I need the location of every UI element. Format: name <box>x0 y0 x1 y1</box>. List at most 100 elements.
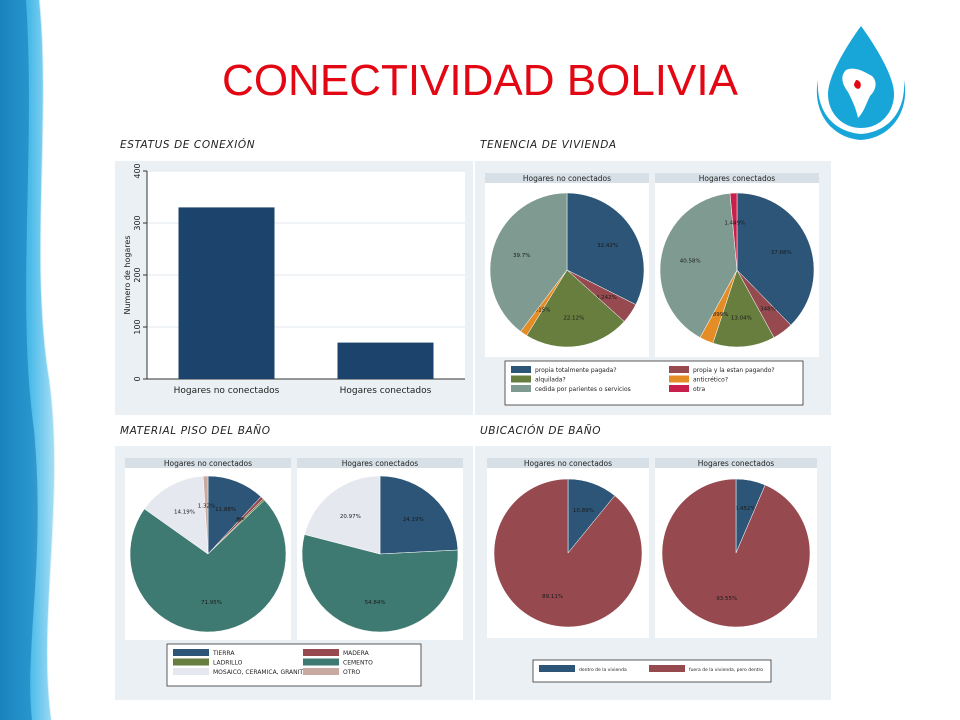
legend-label: LADRILLO <box>213 660 243 667</box>
pie-slice <box>301 534 459 633</box>
pie-title-bar <box>655 458 817 468</box>
legend-box <box>166 643 422 687</box>
section-label-ubicacion: UBICACIÓN DE BAÑO <box>480 425 602 437</box>
slice-label: 32.42% <box>597 243 618 249</box>
pie-title-bar <box>485 173 649 183</box>
legend-swatch <box>511 375 531 383</box>
y-tick-label: 100 <box>133 319 142 334</box>
pie-slice <box>379 475 459 555</box>
y-axis-label: Numero de hogares <box>123 235 132 314</box>
pie-slice <box>144 475 209 555</box>
legend-swatch <box>511 385 531 392</box>
legend-swatch <box>303 649 339 656</box>
pie-slice <box>729 192 738 271</box>
pie-title-bar <box>487 458 649 468</box>
bar-chart-conexion: 0 100 200 300 400 Numero de hogares Hogares no… <box>123 163 465 396</box>
slice-label: 1.32% <box>198 504 215 510</box>
section-label-conexion: ESTATUS DE CONEXIÓN <box>120 139 256 151</box>
y-tick-label: 400 <box>133 163 142 178</box>
slice-label: 24.19% <box>403 517 424 523</box>
slice-label: 1.449% <box>724 220 745 226</box>
pie-slice <box>712 269 775 348</box>
legend-box <box>504 360 804 406</box>
pie-slice <box>129 499 287 633</box>
chart-panel-tenencia: Hogares no conectados 32.42% 4.242% 22.12% 1… <box>475 161 831 415</box>
legend-swatch <box>511 366 531 373</box>
legend-swatch <box>649 665 685 672</box>
slice-label: 37.68% <box>771 250 792 256</box>
pie-slice <box>526 269 625 348</box>
x-tick-label: Hogares conectados <box>340 386 432 396</box>
pie-slice <box>304 475 381 555</box>
pie-title-bar <box>297 458 463 468</box>
legend-label: TIERRA <box>212 650 235 657</box>
chart-panel-piso: Hogares no conectados11.88%.66%.33%71.95… <box>115 446 473 700</box>
slice-label: 89.11% <box>542 594 563 600</box>
bar-1 <box>337 342 434 379</box>
legend-label: cedida por parientes o servicios <box>535 386 631 393</box>
pie-slice <box>202 475 209 555</box>
slice-label: 10.89% <box>573 508 594 514</box>
legend-swatch <box>303 668 339 675</box>
legend-label: propia totalmente pagada? <box>535 367 617 374</box>
pie-title: Hogares conectados <box>699 174 775 183</box>
slice-label: 4.348% <box>755 306 776 312</box>
pie-slice <box>661 478 811 628</box>
slice-label: 1.515% <box>530 307 551 313</box>
x-tick-label: Hogares no conectados <box>174 386 280 396</box>
slice-label: 71.95% <box>201 600 222 606</box>
legend-swatch <box>539 665 575 672</box>
legend-label: OTRO <box>343 669 361 676</box>
pie-slice <box>736 192 815 326</box>
slice-label: 54.84% <box>365 600 386 606</box>
slice-label: 22.12% <box>563 315 584 321</box>
legend-label: MADERA <box>343 650 370 657</box>
chart-panel-ubicacion: Hogares no conectados 10.89% 89.11% Hogares… <box>475 446 831 700</box>
section-label-tenencia: TENENCIA DE VIVIENDA <box>480 139 617 151</box>
slice-label: 93.55% <box>716 596 737 602</box>
y-tick-label: 200 <box>133 267 142 282</box>
water-drop-america-logo <box>816 21 906 140</box>
legend-label: otra <box>693 386 705 393</box>
legend-label: dentro de la vivienda <box>579 667 627 673</box>
pie-slice <box>566 192 645 305</box>
legend-swatch <box>669 375 689 383</box>
slice-label: 2.899% <box>707 312 728 318</box>
slice-label: 11.88% <box>215 507 236 513</box>
pie-title: Hogares conectados <box>698 459 774 468</box>
pie-title-bar <box>655 173 819 183</box>
y-tick-label: 0 <box>133 376 142 381</box>
pie-chart-tenencia: Hogares no conectados 32.42% 4.242% 22.12% 1… <box>485 173 819 406</box>
y-tick-label: 300 <box>133 215 142 230</box>
legend-label: fuera de la vivienda, pero dentro <box>689 667 763 673</box>
chart-panel-conexion: 0 100 200 300 400 Numero de hogares Hogares no… <box>115 161 473 415</box>
bar-0 <box>178 207 275 379</box>
legend-swatch <box>173 658 209 666</box>
slide-title: CONECTIVIDAD BOLIVIA <box>222 56 738 105</box>
pie-title-bar <box>125 458 291 468</box>
pie-chart-ubicacion: Hogares no conectados 10.89% 89.11% Hogares… <box>487 458 817 683</box>
pie-slice <box>493 478 643 628</box>
legend-swatch <box>173 668 209 675</box>
slice-label: 4.242% <box>596 295 617 301</box>
legend-swatch <box>173 649 209 656</box>
section-label-piso: MATERIAL PISO DEL BAÑO <box>120 425 271 437</box>
pie-title: Hogares no conectados <box>524 459 612 468</box>
slice-label: .66% <box>235 517 249 523</box>
pie-title: Hogares conectados <box>342 459 418 468</box>
legend-label: CEMENTO <box>343 660 373 667</box>
slice-label: 13.04% <box>731 316 752 322</box>
pie-chart-piso: Hogares no conectados11.88%.66%.33%71.95… <box>125 458 463 687</box>
legend-label: MOSAICO, CERAMICA, GRANITO <box>213 669 308 676</box>
legend-label: anticrético? <box>693 377 728 384</box>
slice-label: 20.97% <box>340 514 361 520</box>
legend-swatch <box>669 366 689 373</box>
legend-label: alquilada? <box>535 377 566 384</box>
legend-swatch <box>303 658 339 666</box>
slice-label: 6.452% <box>735 506 756 512</box>
pie-title: Hogares no conectados <box>164 459 252 468</box>
legend-label: propia y la estan pagando? <box>693 367 775 374</box>
slice-label: 39.7% <box>513 253 530 259</box>
slice-label: 14.19% <box>174 510 195 516</box>
